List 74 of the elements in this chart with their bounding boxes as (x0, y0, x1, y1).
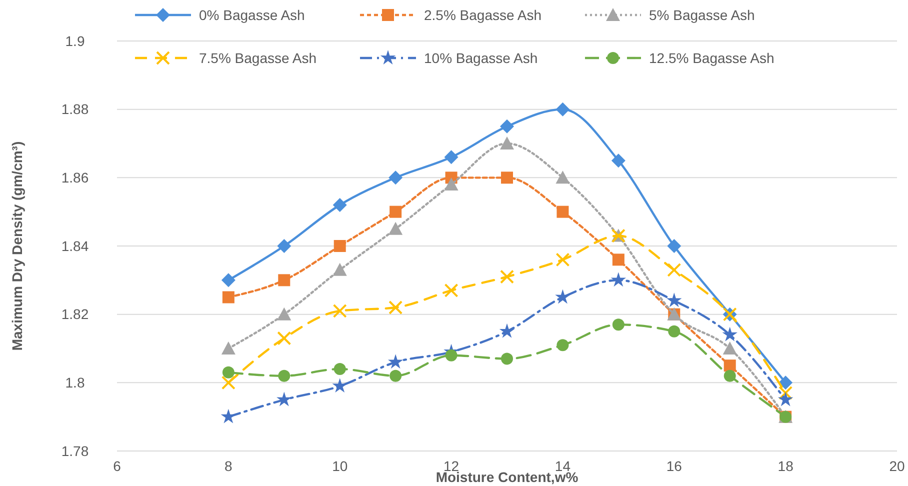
point (390, 370, 402, 382)
point (610, 272, 626, 287)
point (278, 370, 290, 382)
y-tick-label: 1.86 (61, 170, 89, 186)
point (778, 392, 794, 406)
point (778, 386, 793, 400)
x-tick-label: 8 (224, 458, 233, 474)
point (388, 300, 403, 314)
y-tick-label: 1.82 (61, 306, 89, 322)
point (556, 339, 569, 352)
point (334, 240, 346, 252)
point (668, 325, 680, 338)
point (722, 326, 738, 342)
legend-label: 5% Bagasse Ash (649, 6, 755, 23)
point (444, 178, 458, 190)
point (500, 270, 514, 284)
point (332, 304, 347, 318)
point (332, 198, 347, 212)
point (501, 172, 513, 184)
x-tick-label: 18 (778, 458, 794, 474)
y-axis-title: Maximum Dry Density (gm/cm³) (9, 141, 25, 351)
point (556, 206, 569, 218)
point (667, 239, 682, 253)
y-tick-label: 1.8 (65, 374, 85, 391)
point (499, 323, 515, 338)
point (332, 378, 348, 393)
point (556, 170, 570, 184)
point (612, 254, 624, 266)
point (388, 354, 404, 369)
legend-label: 7.5% Bagasse Ash (199, 50, 317, 66)
point (445, 349, 458, 362)
legend-label: 2.5% Bagasse Ash (424, 6, 542, 23)
point (277, 239, 292, 253)
x-tick-label: 10 (332, 458, 348, 474)
point (611, 154, 626, 168)
point (222, 291, 234, 304)
y-tick-label: 1.88 (61, 101, 89, 118)
point (334, 363, 346, 375)
point (501, 352, 513, 365)
x-tick-label: 6 (113, 458, 122, 474)
legend-label: 0% Bagasse Ash (199, 6, 305, 23)
point (667, 262, 682, 277)
point (222, 366, 234, 378)
point (778, 376, 793, 390)
point (390, 206, 402, 218)
x-tick-label: 20 (889, 458, 905, 474)
point (724, 360, 736, 372)
point (277, 331, 292, 346)
point (724, 370, 736, 382)
y-tick-label: 1.9 (65, 32, 85, 49)
point (556, 102, 570, 116)
legend-label: 12.5% Bagasse Ash (649, 50, 774, 66)
point (278, 274, 290, 286)
point (221, 376, 236, 390)
point (612, 318, 624, 331)
point (388, 222, 403, 235)
point (666, 292, 682, 308)
point (444, 283, 458, 298)
point (555, 289, 570, 304)
point (500, 136, 514, 150)
y-tick-label: 1.84 (61, 238, 89, 254)
point (444, 150, 458, 164)
point (556, 252, 570, 267)
point (221, 273, 236, 288)
point (500, 119, 514, 134)
y-tick-label: 1.78 (61, 442, 89, 459)
point (221, 342, 236, 354)
point (332, 262, 347, 276)
point (277, 307, 292, 320)
point (276, 392, 292, 406)
point (722, 342, 737, 354)
x-tick-label: 16 (666, 458, 682, 474)
point (388, 170, 403, 185)
legend-label: 10% Bagasse Ash (424, 50, 538, 66)
